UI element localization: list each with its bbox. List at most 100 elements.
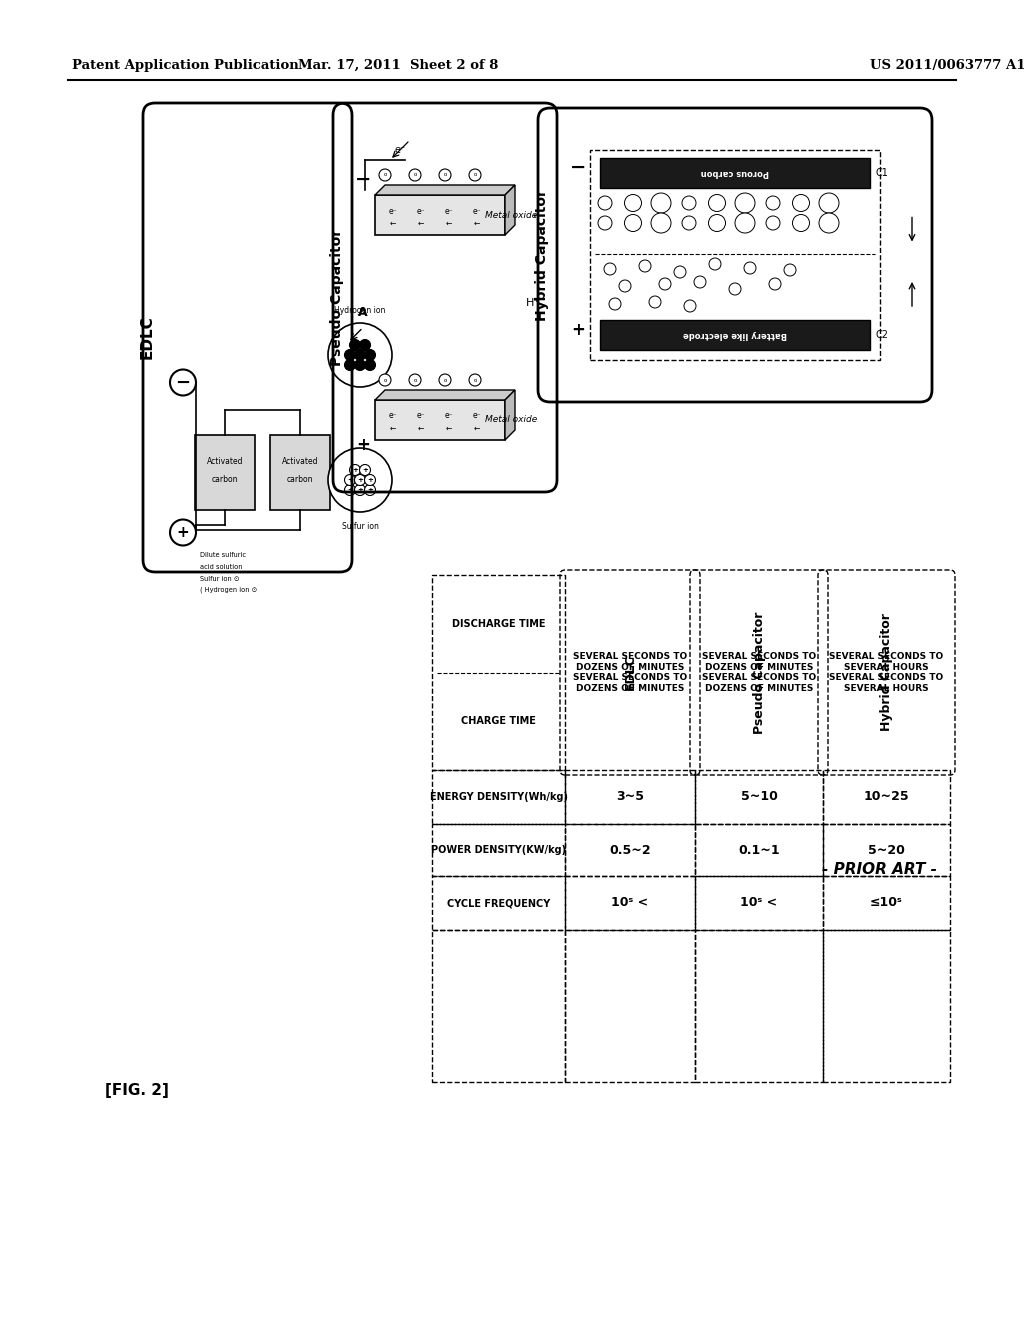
Text: A: A xyxy=(358,306,368,319)
Text: −: − xyxy=(175,374,190,392)
Bar xyxy=(375,400,505,440)
Circle shape xyxy=(598,216,612,230)
Text: e⁻: e⁻ xyxy=(473,206,481,215)
Circle shape xyxy=(328,447,392,512)
Text: e⁻: e⁻ xyxy=(389,412,397,421)
Bar xyxy=(823,824,950,876)
Bar xyxy=(590,150,880,360)
Circle shape xyxy=(609,298,621,310)
Circle shape xyxy=(349,339,360,351)
Text: carbon: carbon xyxy=(287,475,313,484)
Circle shape xyxy=(344,359,355,371)
Bar xyxy=(695,770,823,824)
Text: o: o xyxy=(383,378,387,383)
Circle shape xyxy=(379,374,391,385)
Text: o: o xyxy=(414,378,417,383)
Text: Sulfur ion: Sulfur ion xyxy=(342,521,379,531)
Text: Pseudo Capacitor: Pseudo Capacitor xyxy=(753,611,766,734)
Text: ≤10ˢ: ≤10ˢ xyxy=(870,896,903,909)
Text: DISCHARGE TIME: DISCHARGE TIME xyxy=(452,619,545,628)
Circle shape xyxy=(359,339,371,351)
Text: o: o xyxy=(473,173,477,177)
Text: +: + xyxy=(357,487,362,492)
Text: [FIG. 2]: [FIG. 2] xyxy=(105,1082,169,1097)
Text: - PRIOR ART -: - PRIOR ART - xyxy=(822,862,938,878)
Circle shape xyxy=(769,279,781,290)
Text: Patent Application Publication: Patent Application Publication xyxy=(72,58,299,71)
Circle shape xyxy=(439,374,451,385)
Text: ←: ← xyxy=(445,424,453,433)
Bar xyxy=(565,770,695,824)
Text: SEVERAL SECONDS TO
DOZENS OF MINUTES
SEVERAL SECONDS TO
DOZENS OF MINUTES: SEVERAL SECONDS TO DOZENS OF MINUTES SEV… xyxy=(572,652,687,693)
Circle shape xyxy=(625,214,641,231)
Bar xyxy=(432,876,565,931)
Circle shape xyxy=(625,194,641,211)
Bar xyxy=(432,931,565,1082)
Circle shape xyxy=(344,474,355,486)
Circle shape xyxy=(469,374,481,385)
Circle shape xyxy=(365,474,376,486)
Text: −: − xyxy=(354,170,371,189)
Text: ←: ← xyxy=(474,219,480,227)
Text: 0.5~2: 0.5~2 xyxy=(609,843,651,857)
Circle shape xyxy=(766,216,780,230)
Circle shape xyxy=(354,359,366,371)
Text: ←: ← xyxy=(418,219,424,227)
Circle shape xyxy=(651,213,671,234)
Polygon shape xyxy=(505,389,515,440)
Text: +: + xyxy=(347,477,353,483)
Circle shape xyxy=(409,374,421,385)
Circle shape xyxy=(328,323,392,387)
Text: EDLC: EDLC xyxy=(139,315,155,359)
Text: US 2011/0063777 A1: US 2011/0063777 A1 xyxy=(870,58,1024,71)
Text: Pseudo Capacitor: Pseudo Capacitor xyxy=(330,228,344,366)
Text: e⁻: e⁻ xyxy=(444,412,454,421)
Text: SEVERAL SECONDS TO
SEVERAL HOURS
SEVERAL SECONDS TO
SEVERAL HOURS: SEVERAL SECONDS TO SEVERAL HOURS SEVERAL… xyxy=(829,652,944,693)
Bar xyxy=(695,931,823,1082)
Text: +: + xyxy=(571,321,585,339)
Circle shape xyxy=(684,300,696,312)
Text: Activated: Activated xyxy=(282,457,318,466)
Circle shape xyxy=(598,195,612,210)
Bar xyxy=(565,876,695,931)
Circle shape xyxy=(469,169,481,181)
Text: ←: ← xyxy=(445,219,453,227)
Text: e⁻: e⁻ xyxy=(417,206,425,215)
Bar xyxy=(600,319,870,350)
Circle shape xyxy=(365,484,376,495)
Bar xyxy=(823,876,950,931)
Text: Dilute sulfuric: Dilute sulfuric xyxy=(200,552,246,558)
Text: H⁺: H⁺ xyxy=(525,297,540,308)
Text: 3~5: 3~5 xyxy=(616,791,644,804)
Text: ←: ← xyxy=(390,424,396,433)
Circle shape xyxy=(344,350,355,360)
Text: +: + xyxy=(367,477,373,483)
Text: +: + xyxy=(176,525,189,540)
Circle shape xyxy=(682,195,696,210)
Text: ( Hydrogen ion ⊙: ( Hydrogen ion ⊙ xyxy=(200,587,257,593)
Circle shape xyxy=(709,257,721,271)
Text: carbon: carbon xyxy=(212,475,239,484)
Circle shape xyxy=(365,350,376,360)
Circle shape xyxy=(735,213,755,234)
Circle shape xyxy=(729,282,741,294)
Circle shape xyxy=(354,474,366,486)
Circle shape xyxy=(793,194,810,211)
Text: Hybrid Capacitor: Hybrid Capacitor xyxy=(880,614,893,731)
Text: Porous carbon: Porous carbon xyxy=(700,169,769,177)
Circle shape xyxy=(604,263,616,275)
Text: +: + xyxy=(357,477,362,483)
Text: Sulfur ion ⊙: Sulfur ion ⊙ xyxy=(200,576,240,582)
Text: o: o xyxy=(414,173,417,177)
Text: Mar. 17, 2011  Sheet 2 of 8: Mar. 17, 2011 Sheet 2 of 8 xyxy=(298,58,499,71)
Text: EDLC: EDLC xyxy=(624,655,637,690)
Text: Hydrogen ion: Hydrogen ion xyxy=(334,306,386,315)
Text: SEVERAL SECONDS TO
DOZENS OF MINUTES
SEVERAL SECONDS TO
DOZENS OF MINUTES: SEVERAL SECONDS TO DOZENS OF MINUTES SEV… xyxy=(701,652,816,693)
Bar xyxy=(432,576,565,770)
Circle shape xyxy=(784,264,796,276)
Text: +: + xyxy=(356,436,370,454)
Bar xyxy=(375,195,505,235)
Circle shape xyxy=(170,370,196,396)
Circle shape xyxy=(694,276,706,288)
Text: POWER DENSITY(KW/kg): POWER DENSITY(KW/kg) xyxy=(431,845,566,855)
